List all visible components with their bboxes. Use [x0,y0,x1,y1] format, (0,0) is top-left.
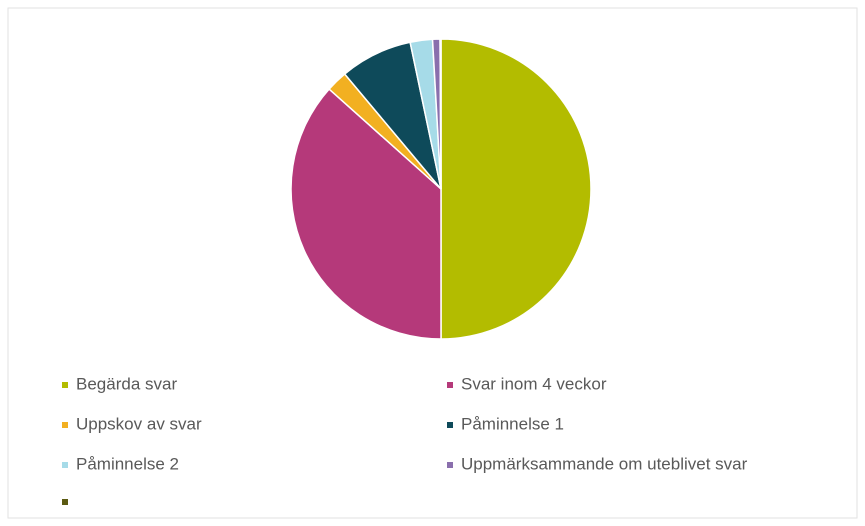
legend-marker [62,499,68,505]
legend-label: Begärda svar [76,374,177,393]
legend-marker [447,422,453,428]
legend-label: Svar inom 4 veckor [461,374,607,393]
legend-marker [447,462,453,468]
legend-label: Uppskov av svar [76,414,202,433]
pie-slice [439,38,442,190]
legend-marker [62,382,68,388]
legend-marker [62,462,68,468]
legend-marker [62,422,68,428]
pie-slice [290,88,442,340]
pie-slice [440,38,592,340]
legend-marker [447,382,453,388]
legend-label: Uppmärksammande om uteblivet svar [461,454,748,473]
legend-label: Påminnelse 2 [76,454,179,473]
legend-label: Påminnelse 1 [461,414,564,433]
